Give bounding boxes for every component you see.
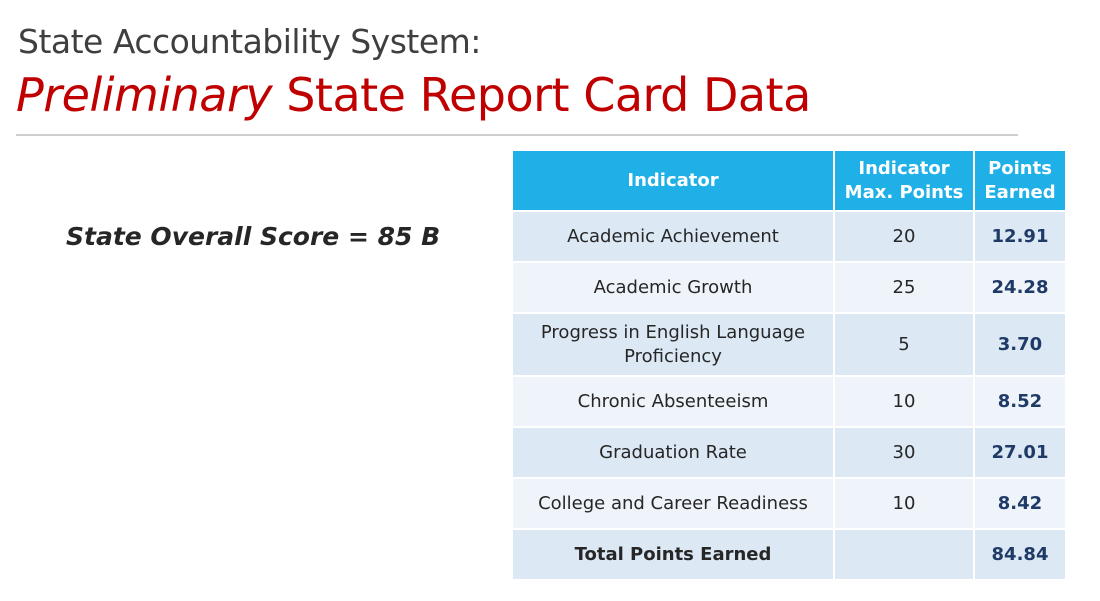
total-points-earned: 84.84: [973, 528, 1067, 581]
indicator-cell: Graduation Rate: [511, 426, 835, 479]
overall-score: State Overall Score = 85 B: [66, 222, 441, 251]
max-points-cell: 10: [833, 375, 975, 428]
header-max-line1: Indicator: [858, 157, 950, 179]
header-points-earned: Points Earned: [973, 149, 1067, 212]
header-max-points: Indicator Max. Points: [833, 149, 975, 212]
max-points-cell: 25: [833, 261, 975, 314]
points-earned-cell: 12.91: [973, 210, 1067, 263]
max-points-cell: 5: [833, 312, 975, 377]
total-label: Total Points Earned: [511, 528, 835, 581]
title-emphasis: Preliminary: [16, 68, 273, 122]
max-points-cell: 10: [833, 477, 975, 530]
indicator-cell: College and Career Readiness: [511, 477, 835, 530]
total-row: Total Points Earned 84.84: [511, 528, 1067, 581]
header-indicator: Indicator: [511, 149, 835, 212]
header-earned-line2: Earned: [984, 181, 1056, 203]
indicator-line1: Progress in English Language: [540, 321, 806, 343]
table-row: Academic Growth 25 24.28: [511, 261, 1067, 314]
table-row: College and Career Readiness 10 8.42: [511, 477, 1067, 530]
report-card-table: Indicator Indicator Max. Points Points Ear…: [511, 149, 1067, 581]
table-header-row: Indicator Indicator Max. Points Points Ear…: [511, 149, 1067, 212]
slide-title: Preliminary State Report Card Data: [16, 68, 811, 122]
title-rest: State Report Card Data: [272, 68, 811, 122]
total-max-cell: [833, 528, 975, 581]
table-row: Graduation Rate 30 27.01: [511, 426, 1067, 479]
indicator-cell: Academic Achievement: [511, 210, 835, 263]
points-earned-cell: 8.42: [973, 477, 1067, 530]
points-earned-cell: 27.01: [973, 426, 1067, 479]
title-divider: [16, 134, 1018, 136]
table-row: Progress in English Language Proficiency …: [511, 312, 1067, 377]
points-earned-cell: 3.70: [973, 312, 1067, 377]
indicator-cell: Progress in English Language Proficiency: [511, 312, 835, 377]
indicator-cell: Academic Growth: [511, 261, 835, 314]
indicator-line2: Proficiency: [624, 345, 722, 367]
table-row: Chronic Absenteeism 10 8.52: [511, 375, 1067, 428]
max-points-cell: 30: [833, 426, 975, 479]
slide-subtitle: State Accountability System:: [18, 22, 481, 61]
table-row: Academic Achievement 20 12.91: [511, 210, 1067, 263]
max-points-cell: 20: [833, 210, 975, 263]
points-earned-cell: 8.52: [973, 375, 1067, 428]
header-max-line2: Max. Points: [844, 181, 964, 203]
indicator-cell: Chronic Absenteeism: [511, 375, 835, 428]
points-earned-cell: 24.28: [973, 261, 1067, 314]
header-earned-line1: Points: [988, 157, 1052, 179]
